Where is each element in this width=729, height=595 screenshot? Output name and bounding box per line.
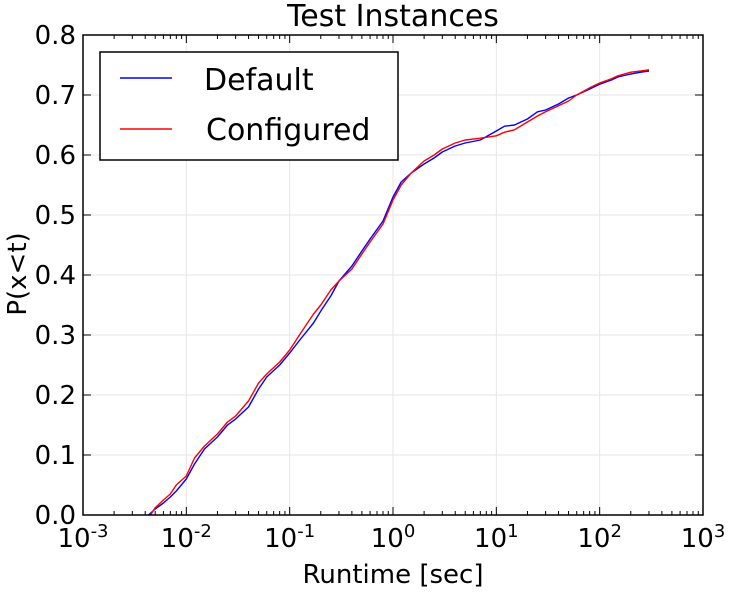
series-lines	[148, 69, 650, 516]
legend-label-default: Default	[204, 63, 314, 98]
chart-title: Test Instances	[286, 0, 499, 34]
y-tick-label: 0.6	[35, 141, 76, 171]
x-tick-label: 102	[577, 521, 622, 554]
x-tick-label: 10-2	[161, 521, 212, 554]
y-tick-label: 0.8	[35, 21, 76, 51]
series-line-configured	[149, 69, 650, 516]
x-axis-label: Runtime [sec]	[303, 560, 484, 590]
y-axis-label: P(x<t)	[3, 232, 33, 315]
y-tick-label: 0.2	[35, 381, 76, 411]
x-tick-label: 101	[474, 521, 519, 554]
legend-box	[99, 51, 399, 161]
y-tick-label: 0.7	[35, 81, 76, 111]
y-tick-label: 0.4	[35, 261, 76, 291]
y-tick-label: 0.5	[35, 201, 76, 231]
x-tick-label: 10-3	[57, 521, 108, 554]
y-tick-label: 0.3	[35, 321, 76, 351]
legend: Default Configured	[99, 51, 399, 161]
x-tick-label: 103	[681, 521, 726, 554]
y-tick-label: 0.0	[35, 501, 76, 531]
axis-ticks: 10-3 10-2 10-1 100 101 102 103 0.0 0.1 0.2 0.3 0.4 0…	[35, 21, 726, 554]
y-tick-label: 0.1	[35, 441, 76, 471]
x-tick-label: 100	[371, 521, 416, 554]
x-tick-label: 10-1	[264, 521, 315, 554]
series-line-default	[148, 70, 650, 516]
legend-label-configured: Configured	[206, 113, 370, 148]
